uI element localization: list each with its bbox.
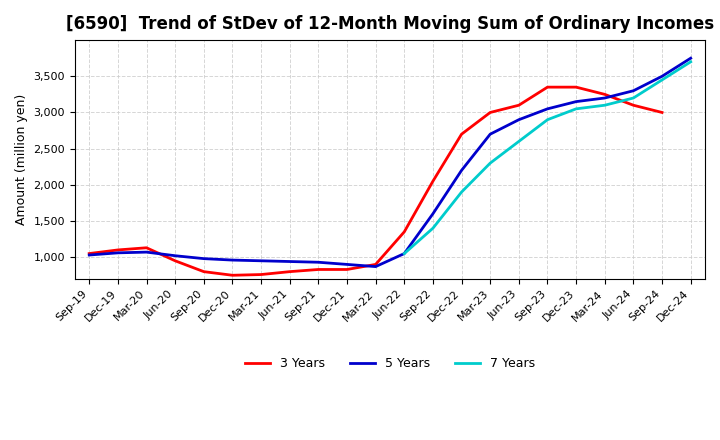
5 Years (171, 253, 179, 258)
3 Years (343, 267, 351, 272)
5 Years (257, 258, 266, 264)
5 Years (400, 251, 408, 256)
7 Years (686, 59, 695, 64)
Y-axis label: Amount (million yen): Amount (million yen) (15, 94, 28, 225)
3 Years (257, 272, 266, 277)
Legend: 3 Years, 5 Years, 7 Years: 3 Years, 5 Years, 7 Years (240, 352, 540, 375)
3 Years (85, 251, 94, 256)
Title: [6590]  Trend of StDev of 12-Month Moving Sum of Ordinary Incomes: [6590] Trend of StDev of 12-Month Moving… (66, 15, 714, 33)
5 Years (457, 168, 466, 173)
7 Years (400, 251, 408, 256)
5 Years (199, 256, 208, 261)
3 Years (457, 132, 466, 137)
5 Years (372, 264, 380, 269)
5 Years (314, 260, 323, 265)
5 Years (572, 99, 580, 104)
5 Years (486, 132, 495, 137)
3 Years (314, 267, 323, 272)
5 Years (343, 262, 351, 267)
5 Years (515, 117, 523, 122)
3 Years (285, 269, 294, 274)
5 Years (657, 73, 666, 79)
3 Years (199, 269, 208, 274)
Line: 3 Years: 3 Years (89, 87, 662, 275)
3 Years (515, 103, 523, 108)
7 Years (657, 77, 666, 83)
3 Years (629, 103, 638, 108)
3 Years (657, 110, 666, 115)
5 Years (114, 250, 122, 256)
7 Years (457, 189, 466, 194)
3 Years (142, 245, 150, 250)
3 Years (228, 273, 237, 278)
7 Years (428, 226, 437, 231)
7 Years (629, 95, 638, 101)
7 Years (572, 106, 580, 111)
5 Years (285, 259, 294, 264)
5 Years (629, 88, 638, 93)
5 Years (600, 95, 609, 101)
5 Years (686, 55, 695, 61)
7 Years (486, 161, 495, 166)
3 Years (543, 84, 552, 90)
7 Years (600, 103, 609, 108)
3 Years (114, 247, 122, 253)
3 Years (372, 262, 380, 267)
7 Years (543, 117, 552, 122)
5 Years (428, 211, 437, 216)
5 Years (543, 106, 552, 111)
3 Years (600, 92, 609, 97)
3 Years (171, 258, 179, 264)
3 Years (486, 110, 495, 115)
3 Years (428, 179, 437, 184)
5 Years (85, 253, 94, 258)
3 Years (572, 84, 580, 90)
5 Years (228, 257, 237, 263)
3 Years (400, 229, 408, 235)
5 Years (142, 249, 150, 255)
7 Years (515, 139, 523, 144)
Line: 7 Years: 7 Years (404, 62, 690, 253)
Line: 5 Years: 5 Years (89, 58, 690, 267)
